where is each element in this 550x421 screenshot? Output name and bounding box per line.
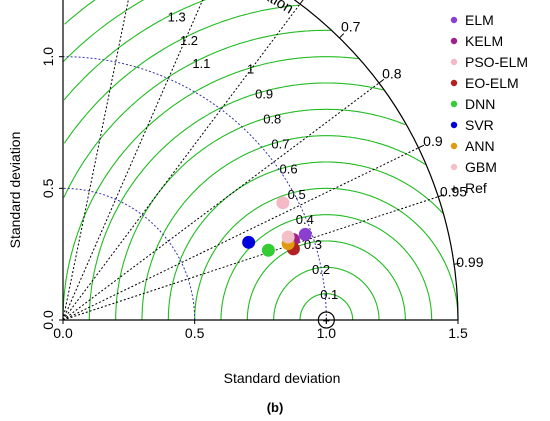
x-axis-label: Standard deviation (224, 370, 341, 386)
legend-marker-svr (450, 121, 458, 129)
rms-contour-label: 0.1 (320, 287, 338, 302)
y-tick-label: 0.5 (40, 178, 56, 198)
rms-contour (299, 293, 354, 320)
x-tick-label: 1.0 (317, 325, 337, 341)
correlation-tick (378, 79, 385, 84)
legend-label-ann: ANN (465, 138, 495, 154)
correlation-line-dotted (62, 82, 380, 321)
legend-label-pso-elm: PSO-ELM (465, 54, 528, 70)
y-tick-label: 1.0 (40, 47, 56, 67)
correlation-line-dotted (62, 196, 439, 321)
legend-label-dnn: DNN (465, 96, 495, 112)
correlation-tick (418, 144, 425, 149)
legend-marker-ann (450, 142, 458, 150)
reference-marker (317, 311, 335, 329)
rms-contour-label: 1.3 (168, 10, 186, 25)
correlation-tick (438, 194, 445, 198)
legend-marker-pso-elm (450, 58, 458, 66)
rms-contour-label: 0.5 (288, 187, 306, 202)
legend-label-kelm: KELM (465, 33, 503, 49)
rms-contour (62, 56, 359, 320)
legend-marker-eo-elm (450, 79, 458, 87)
rms-contour-label: 1.2 (180, 33, 198, 48)
rms-contour (63, 29, 332, 198)
correlation-line-dotted (62, 0, 129, 321)
legend-marker-gbm (450, 163, 458, 171)
x-tick-label: 1.5 (448, 325, 468, 341)
x-tick-label: 0.5 (185, 325, 205, 341)
legend-label-gbm: GBM (465, 159, 497, 175)
correlation-tick (299, 0, 304, 5)
rms-contour-label: 0.6 (280, 162, 298, 177)
point-svr (242, 235, 256, 249)
correlation-title: Correlation (225, 0, 297, 17)
correlation-tick-label: 0.9 (423, 133, 443, 149)
legend-marker-elm (450, 16, 458, 24)
y-axis-label: Standard deviation (7, 132, 23, 249)
x-tick-label: 0.0 (53, 325, 73, 341)
legend-label-elm: ELM (465, 12, 494, 28)
rms-contour (273, 266, 380, 320)
point-pso-elm (276, 196, 290, 210)
rms-contour-label: 1.1 (192, 56, 210, 71)
correlation-tick-label: 0.95 (440, 184, 467, 200)
rms-contour-label: 1.4 (155, 0, 173, 1)
rms-contour (64, 0, 96, 25)
rms-contour-label: 0.3 (304, 237, 322, 252)
rms-contour-label: 0.8 (263, 112, 281, 127)
rms-contour (246, 240, 406, 320)
rms-contour (63, 0, 145, 62)
legend-label-svr: SVR (465, 117, 494, 133)
legend-marker-kelm (450, 37, 458, 45)
points-layer: + (242, 196, 335, 329)
legend-marker-ref: + (450, 181, 458, 196)
rms-contour (167, 161, 444, 320)
point-elm (298, 227, 312, 241)
correlation-line-dotted (62, 3, 301, 321)
rms-contour (88, 82, 384, 320)
reference-marker-symbol: + (323, 313, 331, 328)
rms-contour (63, 0, 207, 101)
rms-contour (63, 4, 299, 144)
rms-contour-label: 0.2 (312, 262, 330, 277)
rms-contour (141, 135, 426, 320)
legend-label-ref: Ref (465, 180, 487, 196)
rms-contour (194, 187, 459, 320)
point-gbm (281, 230, 295, 244)
point-dnn (261, 243, 275, 257)
rms-contour-label: 1 (247, 62, 254, 77)
legend-marker-dnn (450, 100, 458, 108)
rms-contour-label: 0.4 (296, 212, 314, 227)
rms-contour-label: 0.9 (255, 87, 273, 102)
axes-layer: 0.00.51.01.50.00.51.01.50.10.20.30.40.50… (40, 0, 484, 341)
correlation-tick-label: 0.8 (382, 65, 402, 81)
sd-arc-dotted (62, 187, 196, 321)
sd-arc-dotted (62, 56, 327, 321)
y-tick-label: 0.0 (40, 310, 56, 330)
outer-arc (293, 0, 459, 321)
rms-contour-label: 0.7 (271, 137, 289, 152)
legend: ELM KELM PSO-ELM EO-ELM DNN SVR ANN GBM + Ref (450, 12, 528, 196)
correlation-line-dotted (62, 147, 419, 321)
correlation-tick-label: 0.99 (456, 254, 483, 270)
correlation-tick-label: 0.7 (341, 18, 361, 34)
legend-label-eo-elm: EO-ELM (465, 75, 519, 91)
grid-layer: 0.10.20.30.40.50.60.70.80.911.11.21.31.4… (62, 0, 459, 321)
rms-contour (115, 108, 406, 320)
correlation-line-dotted (62, 0, 204, 321)
rms-contour (220, 214, 433, 320)
correlation-tick (453, 262, 461, 265)
correlation-tick (339, 33, 345, 39)
panel-label: (b) (267, 400, 284, 415)
